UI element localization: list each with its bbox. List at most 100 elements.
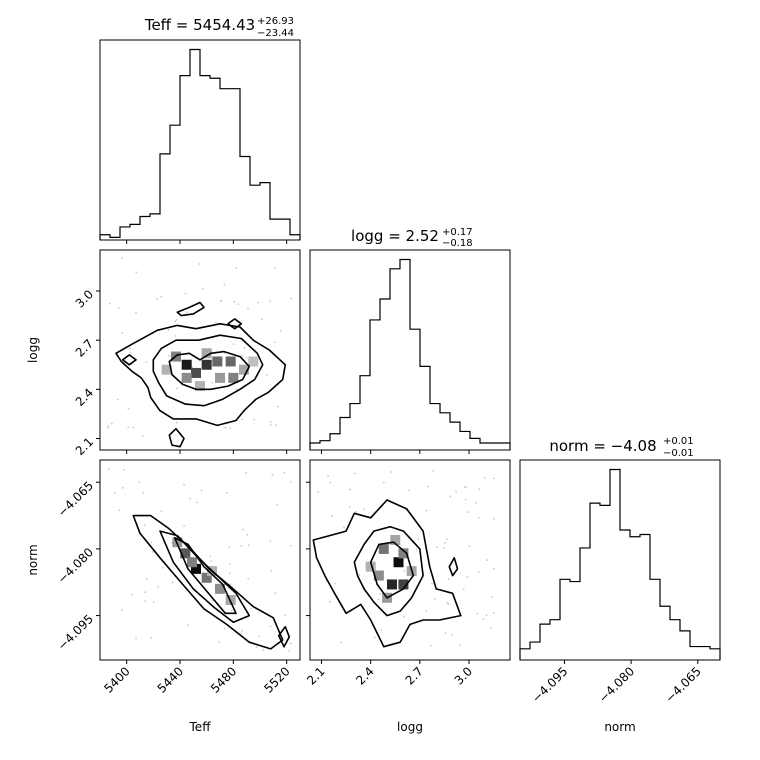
scatter-point xyxy=(425,610,428,612)
scatter-point xyxy=(492,611,495,614)
scatter-point xyxy=(223,283,226,286)
scatter-point xyxy=(141,435,144,438)
scatter-point xyxy=(198,263,201,265)
scatter-point xyxy=(150,637,153,639)
scatter-point xyxy=(145,577,148,580)
scatter-point xyxy=(152,600,155,603)
scatter-point xyxy=(200,489,203,492)
scatter-point xyxy=(247,577,250,580)
density-cell xyxy=(386,579,397,590)
x-tick-label-teff: 5440 xyxy=(155,664,186,695)
scatter-point xyxy=(235,267,238,269)
scatter-point xyxy=(380,629,382,632)
scatter-point xyxy=(247,307,249,310)
contour-island-1 xyxy=(176,301,205,317)
x-tick-label-norm: −4.065 xyxy=(663,664,704,705)
contour-island-1 xyxy=(277,625,291,648)
scatter-point xyxy=(288,650,291,652)
scatter-point xyxy=(127,426,130,429)
scatter-point xyxy=(135,637,137,640)
scatter-point xyxy=(355,510,358,513)
scatter-point xyxy=(493,518,495,520)
scatter-point xyxy=(353,472,356,475)
scatter-point xyxy=(201,287,204,290)
x-tick-label-teff: 5520 xyxy=(261,664,292,695)
y-tick-label-logg: 3.0 xyxy=(73,287,96,310)
scatter-point xyxy=(269,424,272,426)
scatter-point xyxy=(143,524,146,527)
scatter-point xyxy=(113,492,116,494)
scatter-point xyxy=(477,516,480,519)
contour-island-2 xyxy=(227,318,243,330)
scatter-point xyxy=(116,398,119,401)
scatter-point xyxy=(160,510,163,513)
panel-norm-vs-logg xyxy=(309,459,511,661)
density-cell xyxy=(187,557,197,568)
density-cell xyxy=(365,561,376,572)
scatter-point xyxy=(261,318,263,321)
density-cell xyxy=(373,570,384,581)
scatter-point xyxy=(175,387,178,390)
scatter-point xyxy=(270,569,273,572)
scatter-point xyxy=(240,544,243,547)
scatter-point xyxy=(417,538,420,541)
scatter-point xyxy=(107,426,109,429)
scatter-point xyxy=(128,347,131,349)
scatter-point xyxy=(162,566,164,569)
scatter-point xyxy=(462,588,465,591)
y-tick-label-logg: 2.7 xyxy=(73,336,96,359)
scatter-point xyxy=(273,341,276,344)
scatter-point xyxy=(225,492,228,494)
scatter-point xyxy=(243,347,246,349)
scatter-point xyxy=(107,425,110,427)
scatter-point xyxy=(327,475,330,478)
scatter-point xyxy=(253,418,256,421)
contour-outer xyxy=(115,322,287,427)
density-cell xyxy=(212,356,223,367)
density-cell xyxy=(378,543,389,554)
scatter-point xyxy=(465,486,467,489)
scatter-point xyxy=(274,592,277,595)
scatter-point xyxy=(390,471,392,473)
density-cell xyxy=(201,359,212,370)
scatter-point xyxy=(445,538,448,541)
contour-mid xyxy=(152,334,264,407)
scatter-point xyxy=(448,578,450,580)
scatter-point xyxy=(449,495,452,498)
contour-inner xyxy=(173,536,237,615)
title-logg-plus: +0.17 xyxy=(442,227,473,238)
xlabel-logg: logg xyxy=(397,720,423,734)
scatter-point xyxy=(127,407,130,410)
scatter-point xyxy=(262,648,265,651)
scatter-point xyxy=(468,545,471,548)
scatter-point xyxy=(433,598,436,600)
scatter-point xyxy=(185,311,188,314)
scatter-point xyxy=(269,420,272,423)
scatter-point xyxy=(245,471,248,474)
scatter-point xyxy=(269,540,272,543)
scatter-point xyxy=(403,570,406,572)
scatter-point xyxy=(241,629,244,632)
scatter-point xyxy=(122,468,125,471)
scatter-point xyxy=(144,591,147,594)
scatter-point xyxy=(131,593,133,596)
scatter-point xyxy=(246,533,249,536)
scatter-point xyxy=(478,488,481,491)
scatter-point xyxy=(492,477,495,480)
scatter-point xyxy=(250,607,252,610)
scatter-point xyxy=(121,487,124,489)
scatter-point xyxy=(157,586,160,588)
scatter-point xyxy=(223,627,226,630)
contour-outer xyxy=(312,499,462,648)
scatter-point xyxy=(492,567,495,570)
scatter-point xyxy=(279,330,282,332)
scatter-point xyxy=(258,635,261,638)
scatter-point xyxy=(151,551,154,553)
scatter-point xyxy=(229,427,232,429)
scatter-point xyxy=(175,318,178,321)
scatter-point xyxy=(340,641,342,644)
x-tick-label-teff: 5480 xyxy=(208,664,239,695)
contour-inner xyxy=(168,350,251,391)
scatter-point xyxy=(118,509,121,512)
y-tick-label-norm: −4.080 xyxy=(55,545,96,586)
